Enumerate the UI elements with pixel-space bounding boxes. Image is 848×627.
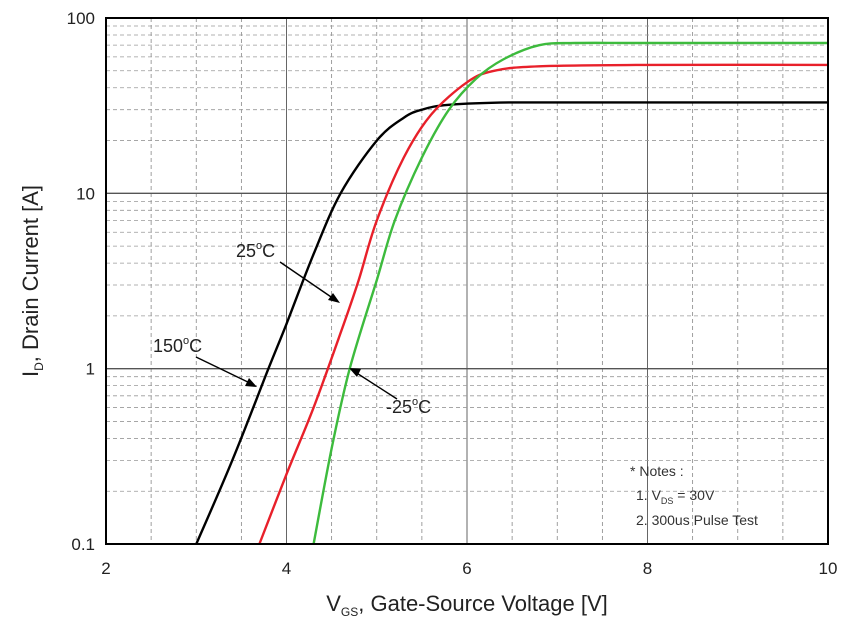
x-tick-label: 6: [462, 559, 471, 578]
annotation-25c-arrow: [279, 261, 338, 302]
y-axis-title-rest: , Drain Current [A]: [18, 185, 43, 362]
x-axis-title: VGS, Gate-Source Voltage [V]: [326, 591, 608, 619]
annotation-150c: 150oC: [153, 335, 257, 387]
annotation-25c-arrowhead: [328, 293, 340, 303]
x-tick-labels: 2 4 6 8 10: [101, 559, 837, 578]
annotation-25c-unit: C: [262, 241, 275, 261]
notes-box: * Notes : 1. VDS = 30V 2. 300us Pulse Te…: [630, 463, 758, 528]
plot-frame: [105, 17, 829, 545]
notes-line-2: 2. 300us Pulse Test: [636, 512, 758, 528]
series-line-1: [258, 63, 829, 545]
y-tick-labels: 0.1 1 10 100: [67, 9, 95, 554]
y-tick-label: 10: [76, 184, 95, 203]
x-tick-label: 10: [819, 559, 838, 578]
annotation-25c-degree: o: [256, 240, 262, 252]
notes-line-1-rest: = 30V: [673, 487, 715, 503]
y-tick-label: 100: [67, 9, 95, 28]
annotation-150c-arrowhead: [245, 378, 257, 387]
annotation-25c: 25oC: [236, 240, 340, 303]
notes-line-1: 1. VDS = 30V: [636, 487, 715, 506]
notes-line-1-prefix: 1. V: [636, 487, 662, 503]
x-axis-title-subscript: GS: [341, 605, 358, 619]
series-line-2: [312, 41, 828, 545]
annotation-minus25c-degree: o: [412, 396, 418, 408]
annotation-25c-label: 25oC: [236, 240, 275, 261]
annotation-150c-arrow: [195, 356, 255, 386]
x-tick-label: 4: [282, 559, 291, 578]
curves: [195, 41, 829, 545]
x-tick-label: 2: [101, 559, 110, 578]
y-axis-title-subscript: D: [32, 362, 46, 371]
x-axis-title-rest: , Gate-Source Voltage [V]: [358, 591, 607, 616]
annotation-25c-value: 25: [236, 241, 256, 261]
notes-line-1-subscript: DS: [661, 496, 674, 506]
annotation-minus25c-arrowhead: [349, 368, 361, 377]
series-line-0: [195, 101, 828, 545]
annotation-minus25c-arrow: [351, 369, 398, 400]
annotation-150c-unit: C: [189, 336, 202, 356]
grid-lines: [106, 18, 828, 544]
annotation-150c-value: 150: [153, 336, 183, 356]
annotation-minus25c-unit: C: [418, 397, 431, 417]
x-axis-title-prefix: V: [326, 591, 341, 616]
annotation-150c-degree: o: [183, 335, 189, 347]
annotation-minus25c: -25oC: [349, 368, 431, 417]
x-tick-label: 8: [643, 559, 652, 578]
y-tick-label: 1: [86, 360, 95, 379]
y-tick-label: 0.1: [71, 535, 95, 554]
notes-header: * Notes :: [630, 463, 684, 479]
annotation-minus25c-value: -25: [386, 397, 412, 417]
annotation-minus25c-label: -25oC: [386, 396, 431, 417]
y-axis-title-prefix: I: [18, 371, 43, 377]
annotation-150c-label: 150oC: [153, 335, 202, 356]
y-axis-title: ID, Drain Current [A]: [18, 185, 46, 377]
